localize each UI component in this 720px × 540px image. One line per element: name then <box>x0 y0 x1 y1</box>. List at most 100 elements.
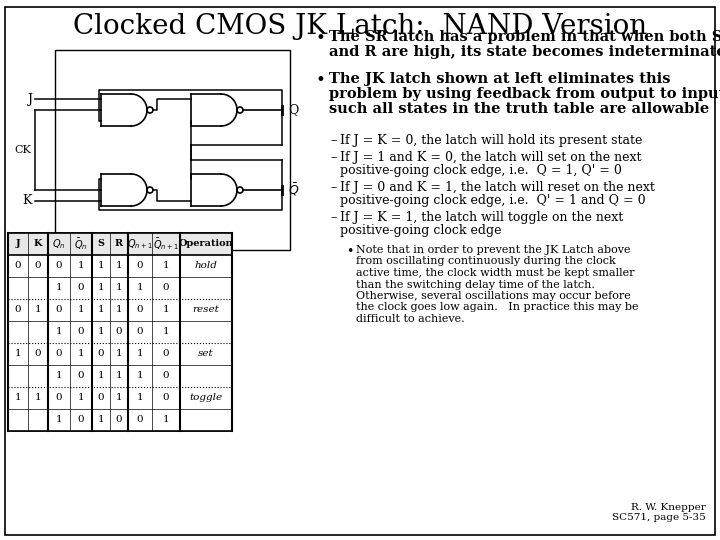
Text: 0: 0 <box>137 306 143 314</box>
Bar <box>8 233 232 431</box>
Text: 1: 1 <box>14 394 22 402</box>
Text: –: – <box>330 211 336 224</box>
Text: 0: 0 <box>98 349 104 359</box>
Text: 0: 0 <box>78 284 84 293</box>
Text: 1: 1 <box>78 349 84 359</box>
Text: 1: 1 <box>98 372 104 381</box>
Text: If J = 0 and K = 1, the latch will reset on the next: If J = 0 and K = 1, the latch will reset… <box>340 181 655 194</box>
Text: 1: 1 <box>78 261 84 271</box>
Text: 0: 0 <box>163 349 169 359</box>
Text: Q: Q <box>288 104 298 117</box>
Text: toggle: toggle <box>189 394 222 402</box>
Text: 0: 0 <box>78 327 84 336</box>
Text: 1: 1 <box>55 415 63 424</box>
Text: 1: 1 <box>35 394 41 402</box>
Text: 1: 1 <box>116 349 122 359</box>
Text: 1: 1 <box>55 284 63 293</box>
Text: problem by using feedback from output to input,: problem by using feedback from output to… <box>329 87 720 101</box>
Text: 0: 0 <box>55 306 63 314</box>
Text: 0: 0 <box>35 349 41 359</box>
Text: 1: 1 <box>116 306 122 314</box>
Text: 1: 1 <box>163 415 169 424</box>
Text: CK: CK <box>14 145 31 155</box>
Text: K: K <box>34 240 42 248</box>
Text: Otherwise, several oscillations may occur before: Otherwise, several oscillations may occu… <box>356 291 631 301</box>
Text: the clock goes low again.   In practice this may be: the clock goes low again. In practice th… <box>356 302 639 313</box>
Text: $\bar{Q}_n$: $\bar{Q}_n$ <box>74 236 88 252</box>
Text: from oscillating continuously during the clock: from oscillating continuously during the… <box>356 256 616 267</box>
Text: 0: 0 <box>14 261 22 271</box>
Text: K: K <box>22 194 32 207</box>
Text: 0: 0 <box>163 372 169 381</box>
Text: 1: 1 <box>137 394 143 402</box>
Text: 1: 1 <box>116 284 122 293</box>
Text: •: • <box>316 30 326 47</box>
Text: 0: 0 <box>78 372 84 381</box>
Text: –: – <box>330 134 336 147</box>
Text: The SR latch has a problem in that when both S: The SR latch has a problem in that when … <box>329 30 720 44</box>
Bar <box>55 50 290 250</box>
Text: 0: 0 <box>163 394 169 402</box>
Text: positive-going clock edge: positive-going clock edge <box>340 224 502 237</box>
Text: Operation: Operation <box>179 240 233 248</box>
Text: 1: 1 <box>98 306 104 314</box>
Text: 1: 1 <box>78 394 84 402</box>
Text: 1: 1 <box>98 261 104 271</box>
Text: SC571, page 5-35: SC571, page 5-35 <box>612 513 706 522</box>
Text: –: – <box>330 151 336 164</box>
Text: 0: 0 <box>163 284 169 293</box>
Text: active time, the clock width must be kept smaller: active time, the clock width must be kep… <box>356 268 634 278</box>
Text: S: S <box>97 240 104 248</box>
Text: 1: 1 <box>163 306 169 314</box>
Text: 1: 1 <box>55 327 63 336</box>
Text: 1: 1 <box>163 261 169 271</box>
Text: 1: 1 <box>98 284 104 293</box>
Text: 1: 1 <box>116 261 122 271</box>
Text: 1: 1 <box>163 327 169 336</box>
Text: J: J <box>27 93 32 106</box>
Text: 0: 0 <box>116 327 122 336</box>
Text: $\bar{Q}_{n+1}$: $\bar{Q}_{n+1}$ <box>153 236 179 252</box>
Text: 1: 1 <box>55 372 63 381</box>
Text: 0: 0 <box>137 327 143 336</box>
Text: $Q_n$: $Q_n$ <box>53 237 66 251</box>
Text: than the switching delay time of the latch.: than the switching delay time of the lat… <box>356 280 595 289</box>
Text: 1: 1 <box>14 349 22 359</box>
Text: Note that in order to prevent the JK Latch above: Note that in order to prevent the JK Lat… <box>356 245 631 255</box>
Text: difficult to achieve.: difficult to achieve. <box>356 314 464 324</box>
Text: 0: 0 <box>55 349 63 359</box>
Text: 0: 0 <box>116 415 122 424</box>
Text: 0: 0 <box>98 394 104 402</box>
Text: $\bar{Q}$: $\bar{Q}$ <box>288 182 300 198</box>
Text: 0: 0 <box>137 415 143 424</box>
Text: 1: 1 <box>116 372 122 381</box>
Text: Clocked CMOS JK Latch:  NAND Version: Clocked CMOS JK Latch: NAND Version <box>73 13 647 40</box>
Text: J: J <box>16 240 20 248</box>
Text: $Q_{n+1}$: $Q_{n+1}$ <box>127 237 153 251</box>
Text: If J = 1 and K = 0, the latch will set on the next: If J = 1 and K = 0, the latch will set o… <box>340 151 642 164</box>
Text: 1: 1 <box>98 415 104 424</box>
Text: R: R <box>115 240 123 248</box>
Text: hold: hold <box>194 261 217 271</box>
Text: positive-going clock edge, i.e.  Q' = 1 and Q = 0: positive-going clock edge, i.e. Q' = 1 a… <box>340 194 646 207</box>
Text: The JK latch shown at left eliminates this: The JK latch shown at left eliminates th… <box>329 72 670 86</box>
Text: 0: 0 <box>55 261 63 271</box>
Text: 1: 1 <box>137 349 143 359</box>
Text: 1: 1 <box>98 327 104 336</box>
Text: 1: 1 <box>116 394 122 402</box>
Text: set: set <box>198 349 214 359</box>
Text: 1: 1 <box>137 284 143 293</box>
Bar <box>8 233 232 255</box>
Text: –: – <box>330 181 336 194</box>
Text: 1: 1 <box>78 306 84 314</box>
Text: 0: 0 <box>137 261 143 271</box>
Text: such all states in the truth table are allowable: such all states in the truth table are a… <box>329 102 709 116</box>
Text: 0: 0 <box>35 261 41 271</box>
Text: 1: 1 <box>35 306 41 314</box>
Text: 0: 0 <box>55 394 63 402</box>
Text: 0: 0 <box>14 306 22 314</box>
Text: and R are high, its state becomes indeterminate: and R are high, its state becomes indete… <box>329 45 720 59</box>
Text: R. W. Knepper: R. W. Knepper <box>631 503 706 512</box>
Text: If J = K = 1, the latch will toggle on the next: If J = K = 1, the latch will toggle on t… <box>340 211 624 224</box>
Text: 0: 0 <box>78 415 84 424</box>
